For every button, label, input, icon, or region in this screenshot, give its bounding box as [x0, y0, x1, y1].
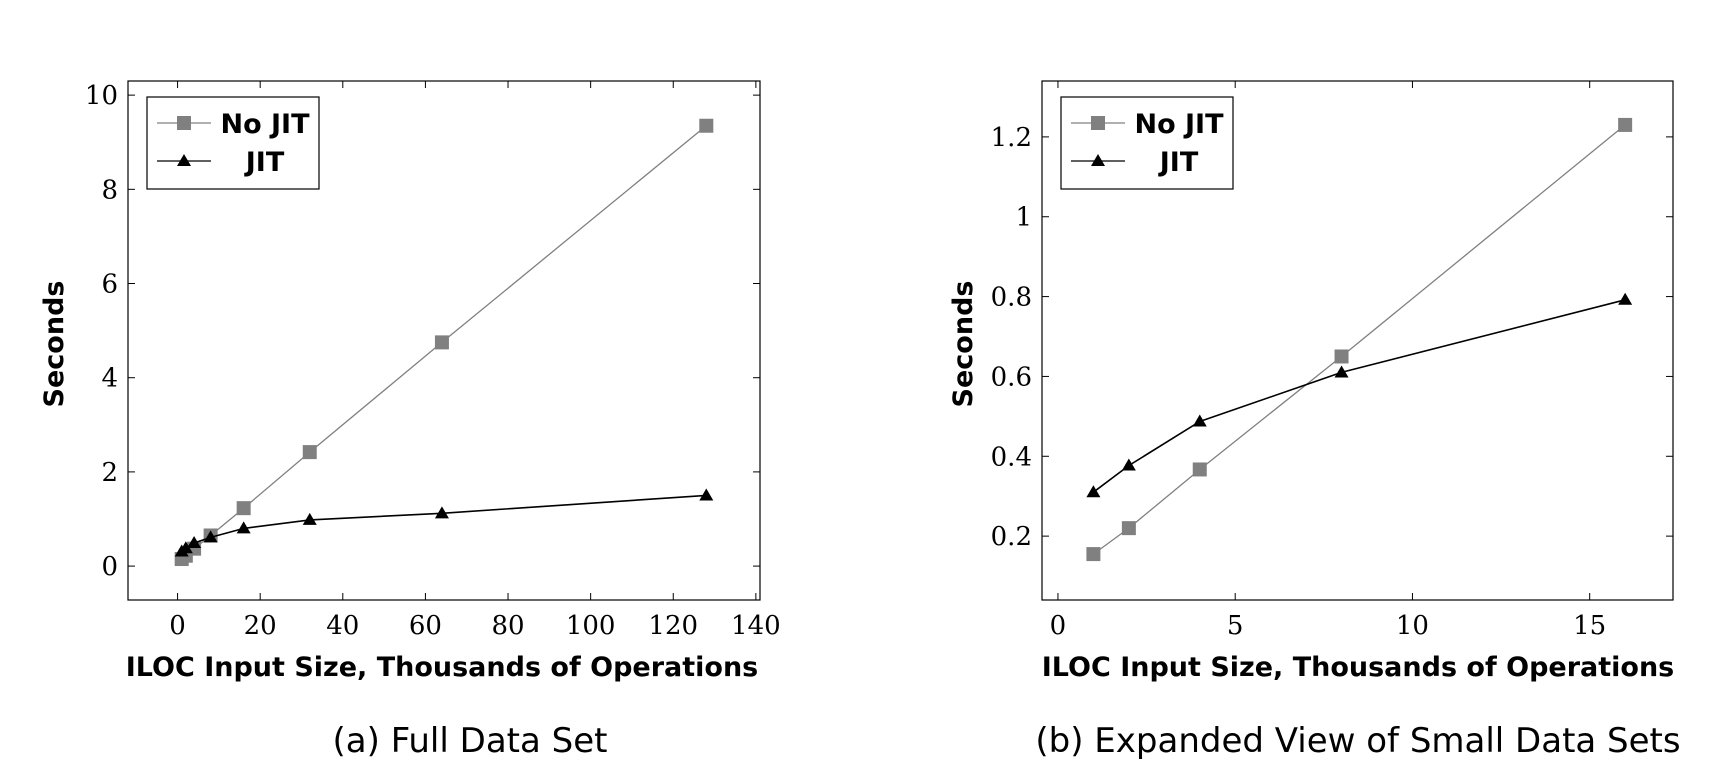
data-point-no-jit [699, 118, 714, 133]
data-point-jit [178, 541, 193, 554]
data-point-no-jit [236, 501, 251, 516]
legend-label: JIT [1158, 147, 1199, 178]
y-tick-label: 0.2 [991, 522, 1032, 552]
x-tick-label: 15 [1573, 611, 1606, 641]
x-axis-label: ILOC Input Size, Thousands of Operations [126, 652, 759, 683]
y-tick-label: 10 [85, 81, 118, 111]
data-point-jit [1121, 458, 1136, 471]
data-point-jit [236, 521, 251, 534]
y-axis-label: Seconds [948, 281, 979, 408]
x-axis-label: ILOC Input Size, Thousands of Operations [1042, 652, 1675, 683]
y-tick-label: 6 [101, 270, 118, 300]
series-line-jit [181, 494, 707, 553]
legend: No JIT JIT [146, 96, 320, 190]
legend-label: No JIT [1134, 109, 1224, 140]
plot-frame [127, 80, 761, 601]
data-point-no-jit [434, 335, 449, 350]
x-tick-label: 120 [648, 611, 698, 641]
x-tick-label: 60 [409, 611, 442, 641]
legend-box [1060, 96, 1234, 190]
x-tick-label: 0 [1050, 611, 1067, 641]
chart-panel-full-data-set: 0 20 40 60 80 100 120 140 0 2 4 6 8 10 No JIT JIT ILOC … [39, 80, 781, 761]
x-tick-label: 5 [1227, 611, 1244, 641]
data-point-no-jit [1121, 521, 1136, 536]
caption: (a) Full Data Set [333, 721, 608, 761]
legend-box [146, 96, 320, 190]
x-tick-label: 40 [326, 611, 359, 641]
data-point-no-jit [302, 445, 317, 460]
y-tick-label: 0.8 [991, 283, 1032, 313]
y-tick-label: 8 [101, 175, 118, 205]
y-tick-label: 0.6 [991, 362, 1032, 392]
series-line-jit [1092, 299, 1626, 493]
legend-marker-square [1091, 116, 1105, 130]
plot-area: 0 20 40 60 80 100 120 140 0 2 4 6 8 10 No JIT JIT [85, 80, 781, 641]
data-point-jit [1086, 485, 1101, 498]
data-point-no-jit [1334, 349, 1349, 364]
y-axis-label: Seconds [39, 281, 70, 408]
data-point-jit [203, 530, 218, 543]
data-point-jit [1334, 365, 1349, 378]
y-tick-label: 1 [1015, 203, 1032, 233]
data-point-no-jit [1192, 462, 1207, 477]
data-point-no-jit [1618, 117, 1633, 132]
x-tick-label: 0 [169, 611, 186, 641]
legend-label: No JIT [220, 109, 310, 140]
caption: (b) Expanded View of Small Data Sets [1035, 721, 1680, 761]
legend-marker-square [177, 116, 191, 130]
legend-label: JIT [244, 147, 285, 178]
plot-area: 0 5 10 15 0.2 0.4 0.6 0.8 1 1.2 No JIT JIT [991, 80, 1674, 641]
y-tick-label: 1.2 [991, 123, 1032, 153]
plot-frame [1041, 80, 1674, 601]
x-tick-label: 10 [1396, 611, 1429, 641]
x-tick-label: 80 [491, 611, 524, 641]
x-tick-label: 100 [566, 611, 616, 641]
data-point-jit [302, 512, 317, 525]
data-point-jit [1192, 414, 1207, 427]
data-point-jit [1618, 292, 1633, 305]
data-point-no-jit [1086, 547, 1101, 562]
x-tick-label: 140 [731, 611, 781, 641]
legend-marker-triangle [1091, 154, 1105, 166]
x-tick-label: 20 [244, 611, 277, 641]
y-tick-label: 4 [101, 364, 118, 394]
y-tick-label: 0.4 [991, 442, 1032, 472]
y-tick-label: 2 [101, 458, 118, 488]
chart-panel-expanded-view: 0 5 10 15 0.2 0.4 0.6 0.8 1 1.2 No JIT JIT ILOC Inp… [948, 80, 1681, 761]
data-point-jit [434, 506, 449, 519]
data-point-jit [187, 536, 202, 549]
legend-marker-triangle [177, 154, 191, 166]
data-point-jit [699, 488, 714, 501]
y-tick-label: 0 [101, 552, 118, 582]
legend: No JIT JIT [1060, 96, 1234, 190]
